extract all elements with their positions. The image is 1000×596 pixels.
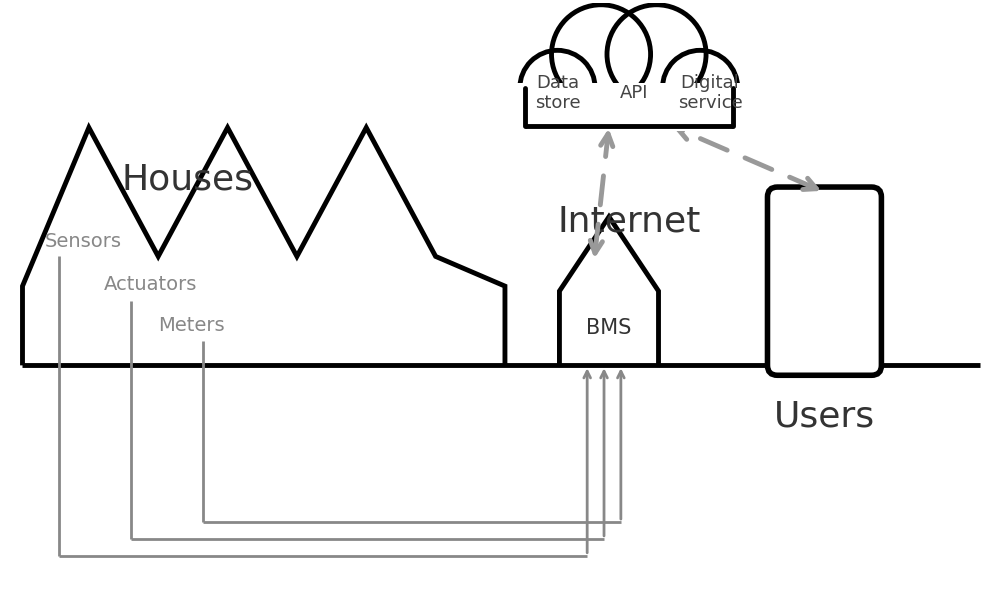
Text: Houses: Houses (122, 162, 254, 196)
Circle shape (662, 50, 738, 126)
FancyArrowPatch shape (590, 134, 613, 253)
FancyBboxPatch shape (515, 83, 743, 131)
Circle shape (607, 5, 706, 104)
Circle shape (552, 5, 651, 104)
Text: Data
store: Data store (535, 73, 580, 112)
FancyArrowPatch shape (678, 128, 816, 190)
Circle shape (607, 5, 706, 104)
Text: Sensors: Sensors (44, 232, 121, 251)
Text: Users: Users (773, 400, 875, 434)
Circle shape (662, 50, 738, 126)
Text: UI: UI (813, 271, 835, 291)
Circle shape (520, 50, 595, 126)
Text: BMS: BMS (586, 318, 632, 338)
Circle shape (520, 50, 595, 126)
FancyBboxPatch shape (525, 83, 733, 126)
Circle shape (552, 5, 651, 104)
FancyBboxPatch shape (767, 187, 881, 375)
Text: API: API (619, 84, 648, 102)
Text: Actuators: Actuators (104, 275, 197, 294)
Text: Internet: Internet (557, 204, 700, 239)
Text: Meters: Meters (158, 316, 225, 335)
Text: Digital
service: Digital service (678, 73, 742, 112)
